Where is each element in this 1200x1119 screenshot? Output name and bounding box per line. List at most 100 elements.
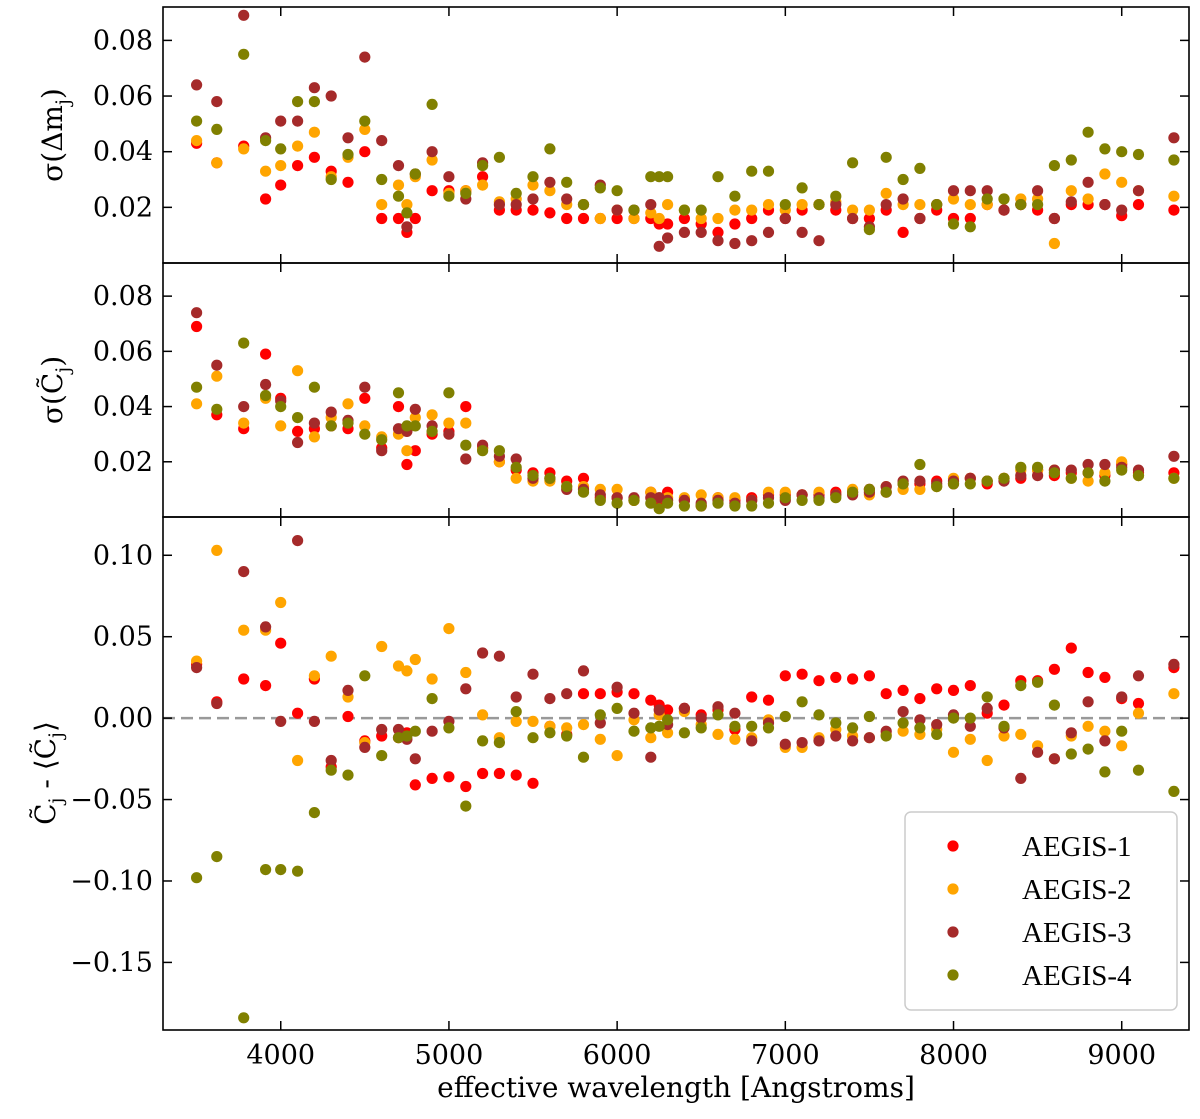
point-aegis-4 bbox=[561, 730, 573, 742]
point-aegis-3 bbox=[392, 423, 405, 435]
point-aegis-2 bbox=[1082, 475, 1094, 487]
point-aegis-2 bbox=[211, 157, 223, 169]
point-aegis-1 bbox=[392, 401, 405, 413]
point-aegis-4 bbox=[308, 96, 320, 108]
point-aegis-2 bbox=[238, 417, 250, 429]
point-aegis-2 bbox=[847, 204, 859, 216]
point-aegis-4 bbox=[981, 193, 993, 205]
point-aegis-2 bbox=[238, 624, 250, 636]
y-tick-label: 0.05 bbox=[93, 622, 153, 653]
point-aegis-4 bbox=[460, 187, 472, 199]
point-aegis-2 bbox=[712, 212, 724, 225]
point-aegis-2 bbox=[308, 431, 320, 443]
point-aegis-3 bbox=[931, 719, 943, 731]
point-aegis-4 bbox=[813, 494, 825, 506]
point-aegis-3 bbox=[359, 381, 371, 393]
point-aegis-4 bbox=[238, 1012, 250, 1024]
point-aegis-1 bbox=[964, 212, 976, 225]
point-aegis-3 bbox=[653, 492, 665, 504]
point-aegis-1 bbox=[544, 207, 556, 219]
point-aegis-3 bbox=[662, 232, 674, 244]
point-aegis-3 bbox=[325, 90, 337, 102]
point-aegis-2 bbox=[729, 733, 741, 745]
point-aegis-4 bbox=[191, 115, 203, 127]
point-aegis-4 bbox=[914, 162, 926, 174]
panel-2-y-ticks: 0.02 0.04 0.06 0.08 bbox=[93, 281, 1189, 478]
point-aegis-3 bbox=[191, 79, 203, 91]
point-aegis-2 bbox=[1099, 725, 1111, 737]
point-aegis-4 bbox=[662, 497, 674, 509]
point-aegis-4 bbox=[426, 425, 438, 437]
point-aegis-1 bbox=[260, 680, 272, 692]
point-aegis-1 bbox=[376, 212, 388, 225]
point-aegis-3 bbox=[746, 735, 758, 747]
point-aegis-3 bbox=[1065, 464, 1077, 476]
point-aegis-4 bbox=[544, 143, 556, 155]
point-aegis-4 bbox=[477, 160, 489, 172]
point-aegis-2 bbox=[981, 754, 993, 767]
point-aegis-1 bbox=[527, 777, 539, 789]
point-aegis-1 bbox=[392, 212, 405, 225]
y-tick-label: −0.05 bbox=[70, 785, 153, 816]
point-aegis-4 bbox=[880, 151, 892, 163]
point-aegis-3 bbox=[342, 684, 354, 697]
point-aegis-4 bbox=[880, 486, 892, 498]
panel-3-x-ticks: 4000 5000 6000 7000 8000 9000 bbox=[246, 517, 1156, 1071]
point-aegis-3 bbox=[275, 115, 287, 127]
point-aegis-2 bbox=[653, 212, 665, 225]
point-aegis-1 bbox=[238, 673, 250, 685]
point-aegis-4 bbox=[594, 182, 606, 194]
point-aegis-4 bbox=[1032, 461, 1044, 473]
point-aegis-4 bbox=[443, 722, 455, 734]
point-aegis-4 bbox=[897, 173, 909, 186]
point-aegis-3 bbox=[260, 621, 272, 633]
point-aegis-4 bbox=[211, 123, 223, 135]
point-aegis-4 bbox=[1065, 154, 1077, 166]
point-aegis-3 bbox=[426, 146, 438, 158]
point-aegis-2 bbox=[376, 199, 388, 211]
point-aegis-2 bbox=[275, 596, 287, 609]
point-aegis-2 bbox=[1082, 720, 1094, 732]
point-aegis-3 bbox=[1065, 727, 1077, 739]
point-aegis-3 bbox=[1032, 185, 1044, 197]
point-aegis-3 bbox=[401, 221, 413, 233]
point-aegis-4 bbox=[191, 381, 203, 393]
point-aegis-4 bbox=[1015, 680, 1027, 692]
point-aegis-1 bbox=[308, 151, 320, 163]
point-aegis-4 bbox=[275, 864, 287, 876]
point-aegis-1 bbox=[746, 691, 758, 703]
point-aegis-4 bbox=[931, 481, 943, 493]
point-aegis-4 bbox=[342, 148, 354, 161]
point-aegis-4 bbox=[653, 720, 665, 732]
x-tick-label: 8000 bbox=[919, 1040, 988, 1071]
legend-marker-aegis-1 bbox=[947, 840, 959, 852]
point-aegis-4 bbox=[527, 171, 539, 183]
point-aegis-2 bbox=[964, 199, 976, 211]
point-aegis-3 bbox=[1082, 696, 1094, 708]
point-aegis-4 bbox=[611, 497, 623, 509]
point-aegis-2 bbox=[863, 204, 876, 216]
point-aegis-3 bbox=[493, 650, 505, 662]
point-aegis-3 bbox=[1048, 212, 1060, 225]
point-aegis-4 bbox=[830, 492, 842, 504]
point-aegis-4 bbox=[401, 420, 413, 432]
point-aegis-4 bbox=[260, 864, 272, 876]
point-aegis-2 bbox=[1048, 237, 1060, 250]
point-aegis-3 bbox=[510, 199, 522, 211]
point-aegis-3 bbox=[359, 741, 371, 754]
point-aegis-4 bbox=[662, 714, 674, 726]
point-aegis-3 bbox=[611, 681, 623, 693]
point-aegis-4 bbox=[897, 478, 909, 490]
point-aegis-4 bbox=[880, 730, 892, 742]
point-aegis-3 bbox=[211, 96, 223, 108]
point-aegis-2 bbox=[880, 187, 892, 199]
point-aegis-1 bbox=[678, 212, 691, 225]
point-aegis-3 bbox=[275, 715, 287, 728]
point-aegis-3 bbox=[1015, 772, 1027, 785]
point-aegis-1 bbox=[1132, 697, 1145, 710]
point-aegis-1 bbox=[409, 779, 421, 791]
point-aegis-4 bbox=[1065, 472, 1077, 484]
point-aegis-4 bbox=[947, 478, 960, 490]
point-aegis-1 bbox=[409, 212, 421, 225]
point-aegis-3 bbox=[1099, 199, 1111, 211]
